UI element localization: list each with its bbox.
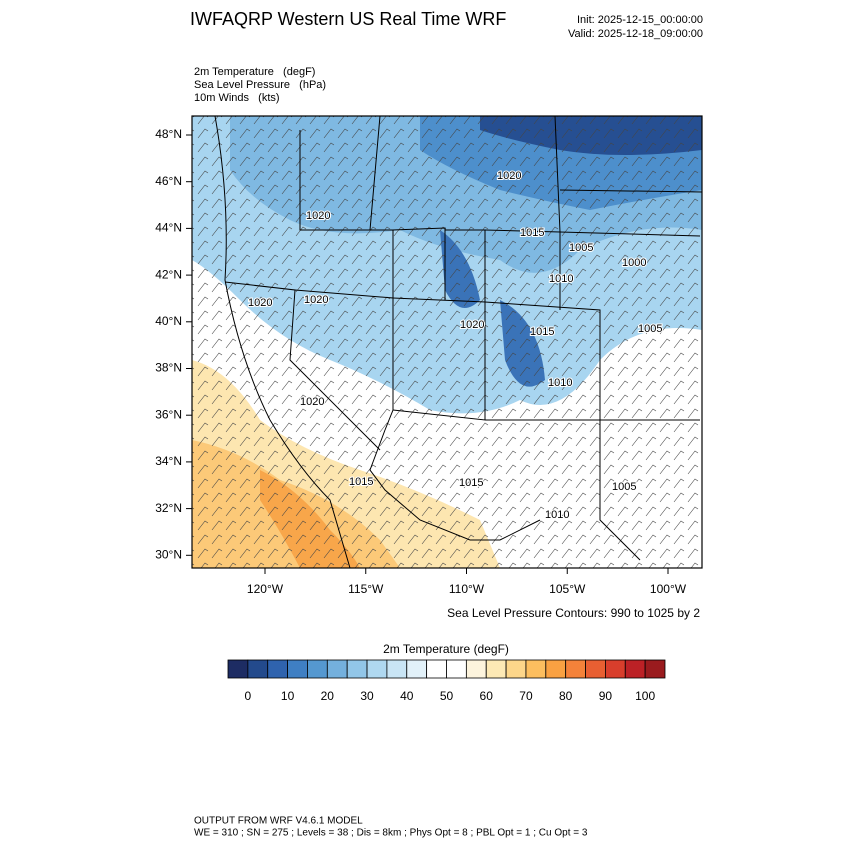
lon-label: 100°W	[650, 582, 687, 596]
colorbar-box	[565, 659, 586, 679]
colorbar-box	[525, 659, 547, 679]
lon-label: 120°W	[247, 582, 284, 596]
lat-label: 32°N	[155, 501, 182, 515]
map-fill	[192, 116, 702, 568]
colorbar-tick-label: 50	[440, 689, 454, 703]
colorbar-box	[326, 659, 348, 679]
valid-time: Valid: 2025-12-18_09:00:00	[568, 28, 703, 40]
colorbar-box	[585, 659, 606, 679]
colorbar-box	[227, 659, 249, 679]
colorbar-tick-label: 10	[281, 689, 295, 703]
contour-label: 1010	[549, 273, 573, 285]
contour-label: 1005	[638, 323, 662, 335]
colorbar-box	[485, 659, 507, 679]
title: IWFAQRP Western US Real Time WRF	[190, 9, 506, 29]
lat-label: 30°N	[155, 547, 182, 561]
colorbar-box	[386, 659, 408, 679]
footer-line: WE = 310 ; SN = 275 ; Levels = 38 ; Dis …	[194, 828, 588, 839]
colorbar-box	[247, 659, 269, 679]
colorbar-tick-label: 40	[400, 689, 414, 703]
colorbar-tick-label: 80	[559, 689, 573, 703]
contour-label: 1015	[530, 326, 554, 338]
lat-label: 38°N	[155, 361, 182, 375]
lat-label: 34°N	[155, 454, 182, 468]
contour-label: 1020	[497, 170, 521, 182]
contour-label: 1020	[300, 396, 324, 408]
contour-label: 1020	[304, 294, 328, 306]
lon-label: 110°W	[449, 582, 485, 596]
colorbar-tick-label: 20	[321, 689, 335, 703]
contour-label: 1020	[306, 210, 330, 222]
colorbar-box	[624, 659, 646, 679]
lat-label: 36°N	[155, 407, 182, 421]
contour-label: 1020	[460, 319, 484, 331]
colorbar-box	[267, 659, 288, 679]
contour-label: 1010	[548, 377, 572, 389]
colorbar-tick-label: 60	[480, 689, 494, 703]
colorbar-box	[287, 659, 308, 679]
colorbar-box	[366, 659, 388, 679]
map-frame	[191, 115, 703, 569]
lat-label: 46°N	[155, 174, 182, 188]
colorbar-box	[406, 659, 428, 679]
colorbar-box	[605, 659, 626, 679]
lat-label: 42°N	[155, 267, 182, 281]
lat-label: 48°N	[155, 127, 182, 141]
lon-label: 105°W	[549, 582, 586, 596]
contour-label: 1005	[612, 481, 636, 493]
field-label: 2m Temperature (degF)	[194, 66, 315, 78]
contour-label: 1015	[349, 476, 373, 488]
field-label: Sea Level Pressure (hPa)	[194, 79, 326, 91]
contour-caption: Sea Level Pressure Contours: 990 to 1025…	[447, 606, 700, 620]
contour-labels: 1020 1020 1015 1005 1000 1010 1020 1020 …	[247, 169, 663, 522]
colorbar-box	[644, 659, 666, 679]
colorbar-title: 2m Temperature (degF)	[383, 642, 509, 656]
contour-label: 1005	[569, 242, 593, 254]
colorbar-tick-label: 70	[519, 689, 533, 703]
footer-line: OUTPUT FROM WRF V4.6.1 MODEL	[194, 816, 363, 827]
colorbar-box	[346, 659, 368, 679]
contour-label: 1020	[248, 297, 272, 309]
contour-label: 1015	[459, 477, 483, 489]
colorbar-box	[426, 659, 447, 679]
colorbar-tick-label: 0	[245, 689, 252, 703]
colorbar-box	[505, 659, 527, 679]
contour-label: 1015	[520, 227, 544, 239]
colorbar-box	[446, 659, 467, 679]
lat-label: 40°N	[155, 314, 182, 328]
colorbar-tick-label: 90	[599, 689, 613, 703]
colorbar-tick-label: 30	[360, 689, 374, 703]
init-time: Init: 2025-12-15_00:00:00	[577, 14, 703, 26]
colorbar-tick-label: 100	[635, 689, 655, 703]
lon-label: 115°W	[348, 582, 384, 596]
field-label: 10m Winds (kts)	[194, 92, 280, 104]
colorbar-box	[545, 659, 567, 679]
colorbar-box	[465, 659, 487, 679]
lat-label: 44°N	[155, 221, 182, 235]
contour-label: 1000	[622, 257, 646, 269]
colorbar-box	[307, 659, 328, 679]
contour-label: 1010	[545, 509, 569, 521]
